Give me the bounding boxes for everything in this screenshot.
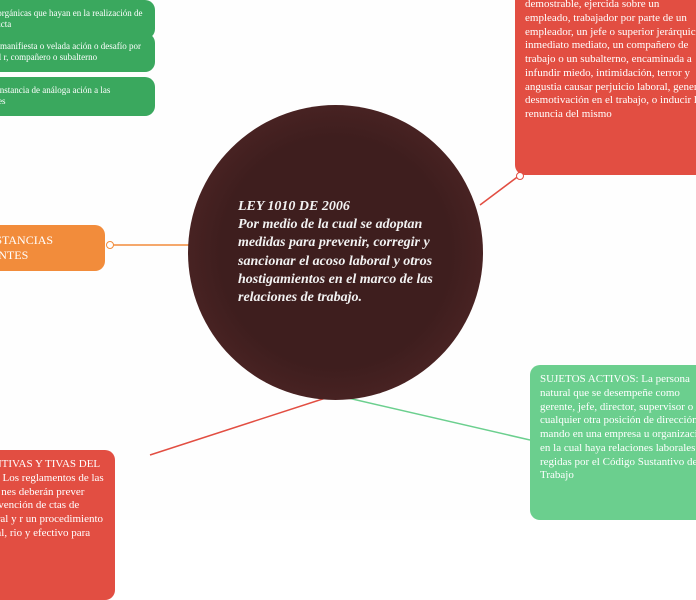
connector-dot	[106, 241, 114, 249]
branch-node-text: CIRCUNSTANCIAS AGRAVANTES	[0, 233, 53, 262]
branch-node[interactable]: o existe manifiesta o velada ación o des…	[0, 33, 155, 72]
mindmap-canvas: LEY 1010 DE 2006Por medio de la cual se …	[0, 0, 696, 520]
branch-node[interactable]: S PREVENTIVAS Y TIVAS DEL ACOSO L: Los r…	[0, 450, 115, 600]
branch-node[interactable]: demostrable, ejercida sobre un empleado,…	[515, 0, 696, 175]
branch-node[interactable]: SUJETOS ACTIVOS: La persona natural que …	[530, 365, 696, 520]
center-node[interactable]: LEY 1010 DE 2006Por medio de la cual se …	[188, 105, 483, 400]
branch-node[interactable]: CIRCUNSTANCIAS AGRAVANTES	[0, 225, 105, 271]
branch-node-text: o existe manifiesta o velada ación o des…	[0, 41, 141, 62]
center-node-text: LEY 1010 DE 2006Por medio de la cual se …	[238, 198, 433, 307]
branch-node-text: SUJETOS ACTIVOS: La persona natural que …	[540, 373, 696, 481]
branch-node-text: ier circunstancia de análoga ación a las…	[0, 85, 110, 106]
branch-node-text: lancias orgánicas que hayan en la realiz…	[0, 8, 143, 29]
branch-node-text: S PREVENTIVAS Y TIVAS DEL ACOSO L: Los r…	[0, 458, 104, 539]
branch-node[interactable]: ier circunstancia de análoga ación a las…	[0, 77, 155, 116]
connector-dot	[516, 172, 524, 180]
branch-node-text: demostrable, ejercida sobre un empleado,…	[525, 0, 696, 120]
